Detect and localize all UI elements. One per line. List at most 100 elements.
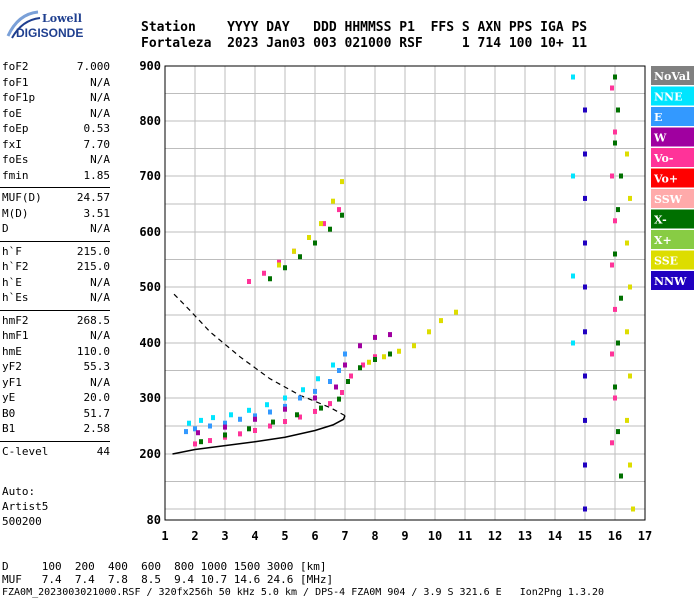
echo-point	[583, 329, 587, 335]
echo-point	[343, 362, 347, 368]
station-header: Station YYYY DAY DDD HHMMSS P1 FFS S AXN…	[141, 20, 587, 52]
y-tick-label: 900	[139, 59, 161, 73]
auto-scaling-info: Auto: Artist5 500200	[2, 484, 48, 529]
param-name: B0	[2, 406, 16, 420]
echo-point	[313, 395, 317, 401]
echo-point	[283, 403, 287, 409]
echo-point	[388, 332, 392, 338]
legend-label: X+	[654, 234, 672, 247]
echo-point	[373, 334, 377, 340]
echo-point	[619, 473, 623, 479]
param-value: 24.57	[76, 191, 110, 204]
echo-point	[616, 340, 620, 346]
echo-point	[223, 432, 227, 438]
echo-point	[358, 365, 362, 371]
echo-point	[439, 318, 443, 324]
echo-point	[613, 384, 617, 390]
x-tick-label: 6	[311, 529, 318, 543]
x-tick-label: 7	[341, 529, 348, 543]
param-value: 55.3	[83, 360, 111, 373]
y-tick-label: 80	[147, 513, 161, 527]
param-name: hmE	[2, 344, 22, 358]
param-name: MUF(D)	[2, 191, 42, 204]
param-row: MUF(D) 24.57	[0, 191, 112, 207]
param-row: foE N/A	[0, 107, 112, 123]
echo-point	[301, 387, 305, 393]
legend-swatch	[651, 271, 694, 290]
echo-point	[388, 351, 392, 357]
x-tick-label: 2	[191, 529, 198, 543]
param-row: yF1 N/A	[0, 376, 112, 392]
echo-point	[277, 262, 281, 268]
echo-point	[346, 379, 350, 384]
header-row-labels: Station YYYY DAY DDD HHMMSS P1 FFS S AXN…	[141, 20, 588, 35]
echo-point	[208, 438, 212, 444]
param-name: fxI	[2, 137, 22, 151]
param-value: N/A	[90, 375, 110, 389]
echo-point	[427, 329, 431, 335]
param-name: foF2	[2, 60, 29, 73]
param-name: yF1	[2, 375, 22, 389]
legend-swatch	[651, 66, 694, 85]
echo-point	[313, 240, 317, 246]
echo-point	[358, 343, 362, 349]
y-tick-label: 500	[139, 280, 161, 294]
echo-point	[583, 417, 587, 423]
echo-point	[253, 413, 257, 419]
echo-point	[613, 129, 617, 135]
param-value: 1.85	[83, 168, 111, 182]
file-info-row: FZA0M_2023003021000.RSF / 320fx256h 50 k…	[2, 587, 605, 598]
y-axis-ticks: 80 200 300 400 500 600 700 800 900	[139, 59, 161, 527]
legend-label: E	[654, 111, 662, 124]
echo-point	[298, 414, 302, 420]
echo-point	[397, 348, 401, 354]
param-name: foEp	[2, 122, 29, 135]
echo-point	[337, 207, 341, 213]
echo-point	[223, 420, 227, 426]
legend-swatch	[651, 86, 694, 106]
x-tick-label: 15	[578, 529, 592, 543]
legend-label: SSE	[654, 255, 678, 268]
echo-point	[613, 306, 617, 312]
param-name: M(D)	[2, 206, 29, 220]
param-row: fxI 7.70	[0, 138, 112, 154]
parameter-panel: foF2 7.000 foF1 N/A foF1p N/A foE N/A foEp 0.53 fx…	[0, 60, 112, 460]
x-tick-label: 13	[518, 529, 532, 543]
param-row: M(D) 3.51	[0, 207, 112, 223]
echo-point	[625, 240, 629, 246]
echo-point	[283, 406, 287, 412]
bottomside-profile-curve	[172, 415, 346, 455]
echo-point	[340, 179, 344, 185]
echo-point	[619, 173, 623, 179]
param-row: h`E N/A	[0, 276, 112, 292]
y-tick-label: 600	[139, 225, 161, 239]
x-tick-label: 16	[608, 529, 622, 543]
echo-point	[322, 221, 326, 227]
logo-graphic	[6, 10, 41, 39]
param-row: C-level 44	[0, 445, 112, 461]
param-separator	[0, 240, 110, 242]
echo-point	[268, 409, 272, 415]
logo-line2: DIGISONDE	[16, 26, 84, 40]
echo-point	[610, 262, 614, 268]
param-value: 268.5	[76, 313, 110, 327]
x-tick-label: 17	[638, 529, 652, 543]
echo-point	[319, 221, 323, 227]
param-name: C-level	[2, 444, 49, 458]
y-tick-label: 700	[139, 169, 161, 183]
legend-label: NNW	[654, 275, 687, 288]
echo-point	[628, 195, 632, 201]
echo-point	[292, 248, 296, 254]
legend-swatch	[651, 107, 694, 126]
param-value: 0.53	[83, 122, 111, 135]
echo-point	[199, 439, 203, 445]
echo-point	[628, 284, 632, 290]
echo-point	[265, 402, 269, 408]
echo-point	[184, 429, 188, 435]
x-tick-label: 3	[221, 529, 228, 543]
echo-point	[361, 362, 365, 368]
legend-swatch	[651, 127, 694, 147]
param-row: foF1p N/A	[0, 91, 112, 107]
echo-point	[331, 198, 335, 204]
param-row: fmin 1.85	[0, 169, 112, 185]
